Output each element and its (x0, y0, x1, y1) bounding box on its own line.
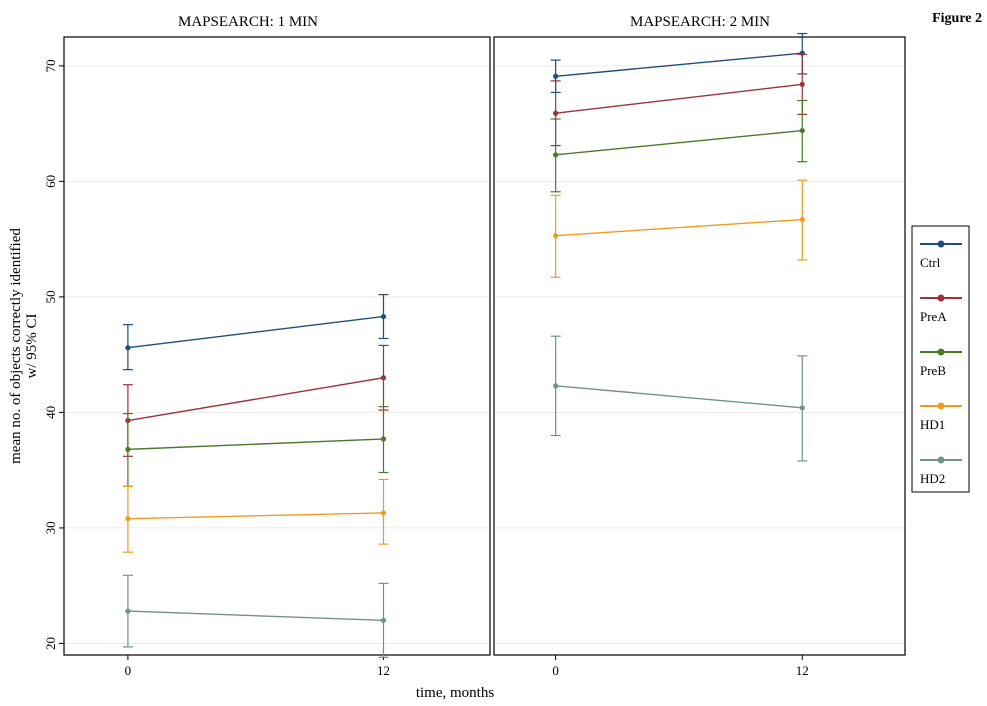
data-point (799, 127, 805, 134)
data-point (125, 345, 131, 351)
data-point (380, 436, 387, 442)
data-point (799, 405, 805, 411)
legend-box (911, 225, 970, 493)
series-line (127, 512, 384, 520)
legend-swatch-marker (937, 402, 945, 410)
y-tick-label: 20 (43, 637, 58, 650)
y-tick-label: 40 (43, 406, 58, 419)
y-tick-label: 60 (43, 175, 58, 188)
legend-label: HD1 (920, 417, 945, 432)
series-prea (122, 344, 389, 457)
series-line (127, 438, 384, 451)
panel-frame (493, 36, 906, 656)
series-prea (550, 53, 808, 147)
data-point (125, 516, 131, 522)
data-point (380, 375, 387, 381)
series-ctrl (550, 32, 808, 94)
legend-swatch-marker (937, 348, 945, 356)
panel-title-1: MAPSEARCH: 1 MIN (178, 14, 318, 30)
legend-label: HD2 (920, 471, 945, 486)
data-point (125, 446, 131, 452)
series-ctrl (122, 293, 389, 371)
legend-swatch-marker (937, 294, 945, 302)
x-tick-label: 12 (796, 663, 809, 678)
series-line (555, 83, 803, 114)
data-point (799, 81, 805, 87)
series-hd1 (550, 179, 808, 278)
x-tick-label: 12 (377, 663, 390, 678)
series-preb (122, 406, 389, 487)
y-tick-label: 30 (43, 521, 58, 534)
data-point (380, 617, 387, 623)
legend-swatch-marker (937, 456, 945, 464)
series-hd1 (122, 478, 389, 553)
series-line (555, 218, 803, 237)
panel-2: 0 12 (493, 32, 906, 678)
data-point (553, 73, 559, 79)
legend-swatch-marker (937, 240, 945, 248)
legend-item-hd1: HD1 (920, 402, 962, 432)
data-point (553, 233, 559, 239)
legend-item-prea: PreA (920, 294, 962, 324)
y-axis-label-line2: w/ 95% CI (24, 314, 40, 379)
series-line (127, 610, 384, 622)
data-point (380, 510, 387, 516)
data-point (380, 313, 387, 320)
figure-label: Figure 2 (932, 11, 982, 26)
panels-layer: 20 30 40 50 60 70 0 12 0 12 (43, 32, 906, 678)
legend: Ctrl PreA PreB HD1 HD2 (911, 225, 970, 493)
series-line (555, 385, 803, 409)
panel-frame (63, 36, 491, 656)
panel-1: 20 30 40 50 60 70 0 12 (43, 36, 491, 678)
legend-label: PreB (920, 363, 946, 378)
y-axis-label-line1: mean no. of objects correctly identified (8, 228, 24, 464)
y-tick-label: 50 (43, 290, 58, 303)
legend-item-hd2: HD2 (920, 456, 962, 486)
x-axis-label: time, months (416, 685, 494, 701)
data-point (553, 110, 559, 116)
legend-item-preb: PreB (920, 348, 962, 378)
y-tick-label: 70 (43, 59, 58, 72)
panel-title-2: MAPSEARCH: 2 MIN (630, 14, 770, 30)
data-point (553, 152, 559, 158)
legend-item-ctrl: Ctrl (920, 240, 962, 270)
series-line (555, 129, 803, 156)
x-tick-label: 0 (552, 663, 559, 678)
series-hd2 (122, 574, 389, 658)
series-hd2 (550, 335, 808, 462)
series-preb (550, 99, 808, 193)
data-point (553, 383, 559, 389)
series-line (127, 377, 384, 422)
legend-label: Ctrl (920, 255, 941, 270)
series-line (555, 52, 803, 77)
data-point (799, 216, 805, 223)
series-line (127, 315, 384, 349)
data-point (125, 608, 131, 614)
x-tick-label: 0 (125, 663, 132, 678)
legend-label: PreA (920, 309, 947, 324)
